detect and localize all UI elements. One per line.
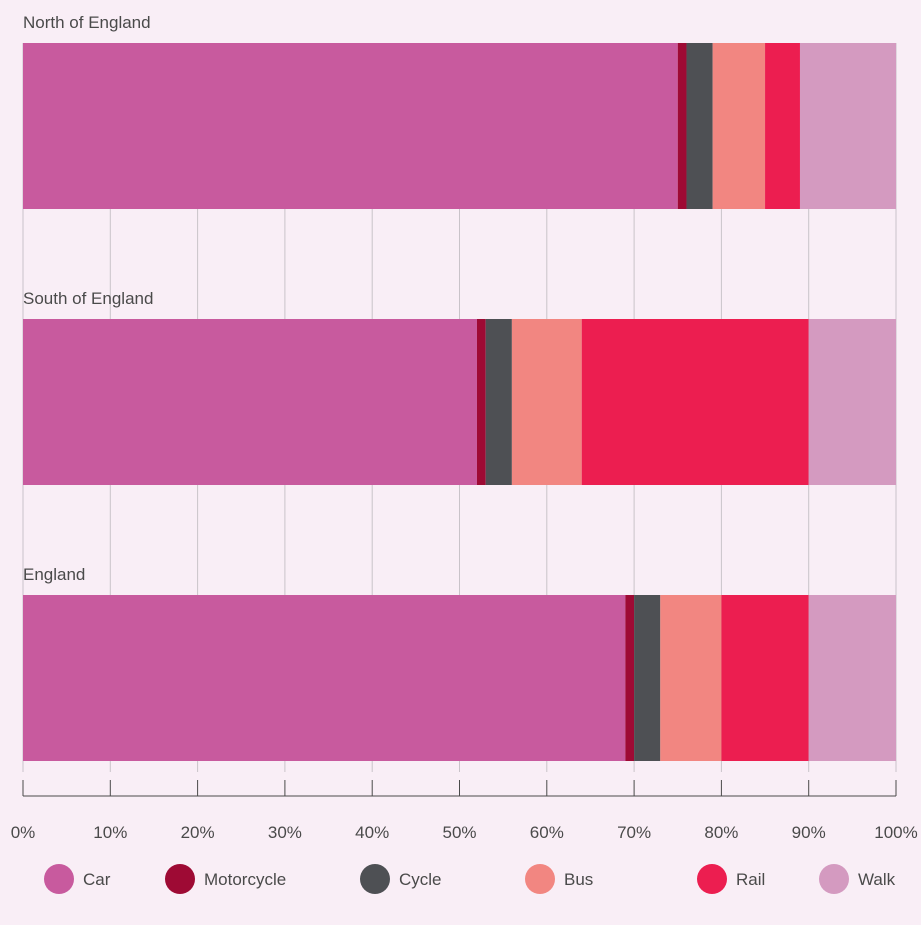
bar-segment-motorcycle <box>625 595 635 761</box>
bar-segment-walk <box>808 319 896 485</box>
bar-segment-rail <box>581 319 809 485</box>
x-tick-label: 90% <box>792 823 826 842</box>
legend-label-cycle: Cycle <box>399 870 442 889</box>
bar-segment-cycle <box>634 595 661 761</box>
x-tick-label: 20% <box>181 823 215 842</box>
bar-segment-motorcycle <box>476 319 486 485</box>
x-tick-label: 40% <box>355 823 389 842</box>
bar-segment-cycle <box>485 319 512 485</box>
x-tick-label: 50% <box>442 823 476 842</box>
bar-segment-walk <box>799 43 896 209</box>
bar-segment-bus <box>712 43 766 209</box>
bar-segment-car <box>23 43 678 209</box>
category-label: South of England <box>23 289 153 308</box>
x-tick-label: 60% <box>530 823 564 842</box>
x-tick-label: 70% <box>617 823 651 842</box>
bar-segment-rail <box>721 595 809 761</box>
x-tick-label: 10% <box>93 823 127 842</box>
legend-label-car: Car <box>83 870 111 889</box>
legend-swatch-bus <box>525 864 555 894</box>
legend-swatch-rail <box>697 864 727 894</box>
bar-segment-bus <box>660 595 722 761</box>
x-tick-label: 80% <box>704 823 738 842</box>
legend-label-motorcycle: Motorcycle <box>204 870 286 889</box>
legend-label-walk: Walk <box>858 870 896 889</box>
category-label: North of England <box>23 13 151 32</box>
bar-segment-car <box>23 595 626 761</box>
legend-label-rail: Rail <box>736 870 765 889</box>
x-tick-label: 0% <box>11 823 36 842</box>
bar-segment-motorcycle <box>677 43 687 209</box>
bar-segment-walk <box>808 595 896 761</box>
category-label: England <box>23 565 85 584</box>
legend-swatch-motorcycle <box>165 864 195 894</box>
bar-segment-cycle <box>686 43 713 209</box>
legend-swatch-car <box>44 864 74 894</box>
legend-label-bus: Bus <box>564 870 593 889</box>
x-tick-label: 100% <box>874 823 917 842</box>
x-tick-label: 30% <box>268 823 302 842</box>
legend-swatch-cycle <box>360 864 390 894</box>
legend-swatch-walk <box>819 864 849 894</box>
bar-segment-car <box>23 319 477 485</box>
bar-segment-rail <box>765 43 800 209</box>
bar-segment-bus <box>511 319 582 485</box>
